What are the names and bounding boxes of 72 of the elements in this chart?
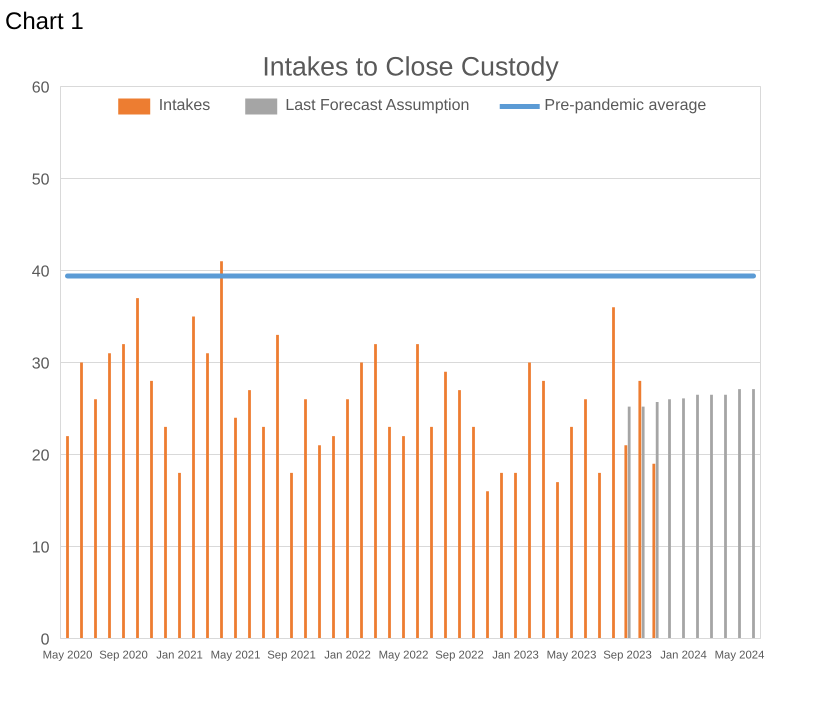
bar (66, 436, 69, 639)
y-tick-label: 20 (32, 448, 50, 465)
bar (94, 400, 97, 639)
bar (388, 427, 391, 639)
x-tick-label: Jan 2021 (156, 650, 203, 662)
bar (178, 473, 181, 639)
bar (346, 400, 349, 639)
bar (220, 262, 223, 639)
bar (752, 389, 755, 639)
bar (290, 473, 293, 639)
y-tick-label: 10 (32, 540, 50, 557)
y-tick-label: 50 (32, 172, 50, 189)
chart-title: Intakes to Close Custody (262, 52, 560, 82)
bar (248, 390, 251, 639)
bar (276, 335, 279, 639)
x-tick-label: May 2020 (42, 650, 92, 662)
bar (206, 354, 209, 639)
bar (472, 427, 475, 639)
y-tick-label: 40 (32, 264, 50, 281)
bar (724, 394, 727, 639)
bar (374, 344, 377, 639)
x-tick-label: Jan 2022 (324, 650, 371, 662)
bar (528, 362, 531, 639)
y-tick-label: 0 (40, 632, 50, 649)
bar (150, 381, 153, 639)
bar (402, 436, 405, 639)
x-tick-label: May 2023 (546, 650, 596, 662)
bar (430, 427, 433, 639)
bar (332, 436, 335, 639)
y-tick-label: 60 (32, 80, 50, 97)
bar (122, 344, 125, 639)
bar (262, 427, 265, 639)
bar (108, 354, 111, 639)
legend-label: Intakes (158, 97, 210, 116)
bar (738, 389, 741, 639)
bar (486, 492, 489, 639)
bar (710, 394, 713, 639)
bar (598, 473, 601, 639)
bar (360, 362, 363, 639)
y-tick-label: 30 (32, 356, 50, 373)
legend-label: Pre-pandemic average (544, 97, 706, 116)
bar (682, 398, 685, 639)
x-tick-label: Jan 2024 (660, 650, 707, 662)
bar (556, 482, 559, 639)
bar (192, 316, 195, 639)
bar (612, 308, 615, 639)
bar (164, 427, 167, 639)
x-tick-label: Sep 2023 (603, 650, 652, 662)
bar (570, 427, 573, 639)
caption: Chart 1 (5, 7, 84, 37)
bar (500, 473, 503, 639)
bar (458, 390, 461, 639)
x-tick-label: May 2021 (210, 650, 260, 662)
bar (304, 400, 307, 639)
bar (542, 381, 545, 639)
bar (234, 418, 237, 639)
legend-label: Last Forecast Assumption (285, 97, 470, 116)
bar (696, 394, 699, 639)
bar (80, 362, 83, 639)
bar (416, 344, 419, 639)
x-tick-label: May 2022 (378, 650, 428, 662)
bar (514, 473, 517, 639)
x-tick-label: Sep 2020 (99, 650, 148, 662)
x-tick-label: Sep 2021 (267, 650, 316, 662)
x-tick-label: Sep 2022 (435, 650, 484, 662)
bar (318, 446, 321, 639)
bar (584, 400, 587, 639)
x-tick-label: Jan 2023 (492, 650, 539, 662)
bar (444, 372, 447, 639)
x-tick-label: May 2024 (714, 650, 764, 662)
bar (668, 400, 671, 639)
bar (136, 298, 139, 639)
